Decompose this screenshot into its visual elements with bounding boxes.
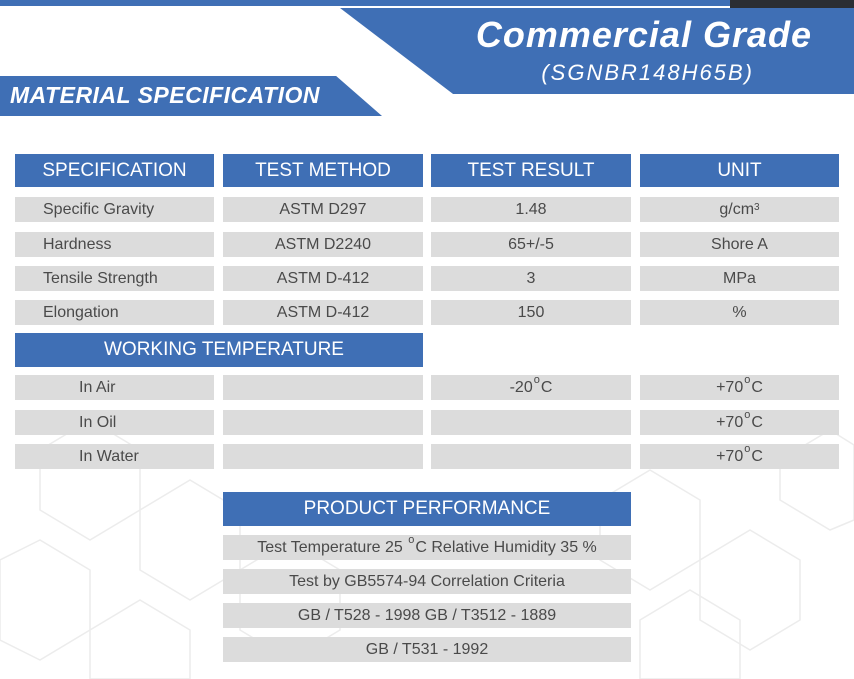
top-dark-corner: [730, 0, 854, 8]
method-cell: ASTM D-412: [223, 300, 423, 325]
top-accent-bar: [0, 0, 854, 6]
temp-unit: C: [751, 447, 763, 465]
performance-line: GB / T531 - 1992: [223, 637, 631, 662]
spec-cell: Hardness: [15, 232, 214, 257]
method-cell: ASTM D2240: [223, 232, 423, 257]
temp-max-value: +70: [716, 447, 744, 465]
temp-label-cell: In Air: [15, 375, 214, 400]
temp-max-cell: +70 o C: [640, 373, 839, 400]
result-cell: 65+/-5: [431, 232, 631, 257]
method-cell: ASTM D-412: [223, 266, 423, 291]
performance-line: Test by GB5574-94 Correlation Criteria: [223, 569, 631, 594]
temp-label-cell: In Oil: [15, 410, 214, 435]
product-performance-header: PRODUCT PERFORMANCE: [223, 492, 631, 526]
unit-text: g/cm: [719, 200, 755, 218]
temp-unit: C: [751, 378, 763, 396]
temp-empty-cell: [223, 375, 423, 400]
spec-cell: Elongation: [15, 300, 214, 325]
column-header-specification: SPECIFICATION: [15, 154, 214, 187]
temp-max-cell: +70 o C: [640, 442, 839, 469]
temp-max-value: +70: [716, 378, 744, 396]
temp-unit: C: [751, 413, 763, 431]
section-label: MATERIAL SPECIFICATION: [10, 82, 320, 108]
temp-min-value: -20: [509, 378, 533, 396]
spec-cell: Specific Gravity: [15, 197, 214, 222]
degree-symbol: o: [744, 408, 751, 421]
temp-min-cell: [431, 410, 631, 435]
column-header-test-result: TEST RESULT: [431, 154, 631, 187]
temp-min-cell: [431, 444, 631, 469]
column-header-unit: UNIT: [640, 154, 839, 187]
temp-unit: C: [540, 378, 553, 396]
temp-max-value: +70: [716, 413, 744, 431]
grade-banner: Commercial Grade (SGNBR148H65B): [340, 8, 854, 94]
temp-min-cell: -20 o C: [431, 373, 631, 400]
unit-superscript: 3: [754, 202, 760, 213]
working-temperature-header: WORKING TEMPERATURE: [15, 333, 423, 367]
grade-title: Commercial Grade: [475, 14, 812, 55]
unit-cell: %: [640, 300, 839, 325]
product-code: (SGNBR148H65B): [541, 60, 754, 85]
temp-empty-cell: [223, 444, 423, 469]
degree-symbol: o: [408, 533, 415, 546]
unit-cell: Shore A: [640, 232, 839, 257]
method-cell: ASTM D297: [223, 197, 423, 222]
temp-max-cell: +70 o C: [640, 408, 839, 435]
performance-line: GB / T528 - 1998 GB / T3512 - 1889: [223, 603, 631, 628]
spec-cell: Tensile Strength: [15, 266, 214, 291]
degree-symbol: o: [744, 373, 751, 386]
result-cell: 1.48: [431, 197, 631, 222]
temp-empty-cell: [223, 410, 423, 435]
degree-symbol: o: [744, 442, 751, 455]
unit-cell: MPa: [640, 266, 839, 291]
section-banner: MATERIAL SPECIFICATION: [0, 76, 382, 116]
result-cell: 3: [431, 266, 631, 291]
column-header-test-method: TEST METHOD: [223, 154, 423, 187]
performance-temp-text: Test Temperature 25: [257, 538, 403, 556]
performance-humidity-text: C Relative Humidity 35 %: [415, 538, 597, 556]
degree-symbol: o: [533, 373, 540, 386]
unit-cell: g/cm 3: [640, 197, 839, 222]
temp-label-cell: In Water: [15, 444, 214, 469]
result-cell: 150: [431, 300, 631, 325]
